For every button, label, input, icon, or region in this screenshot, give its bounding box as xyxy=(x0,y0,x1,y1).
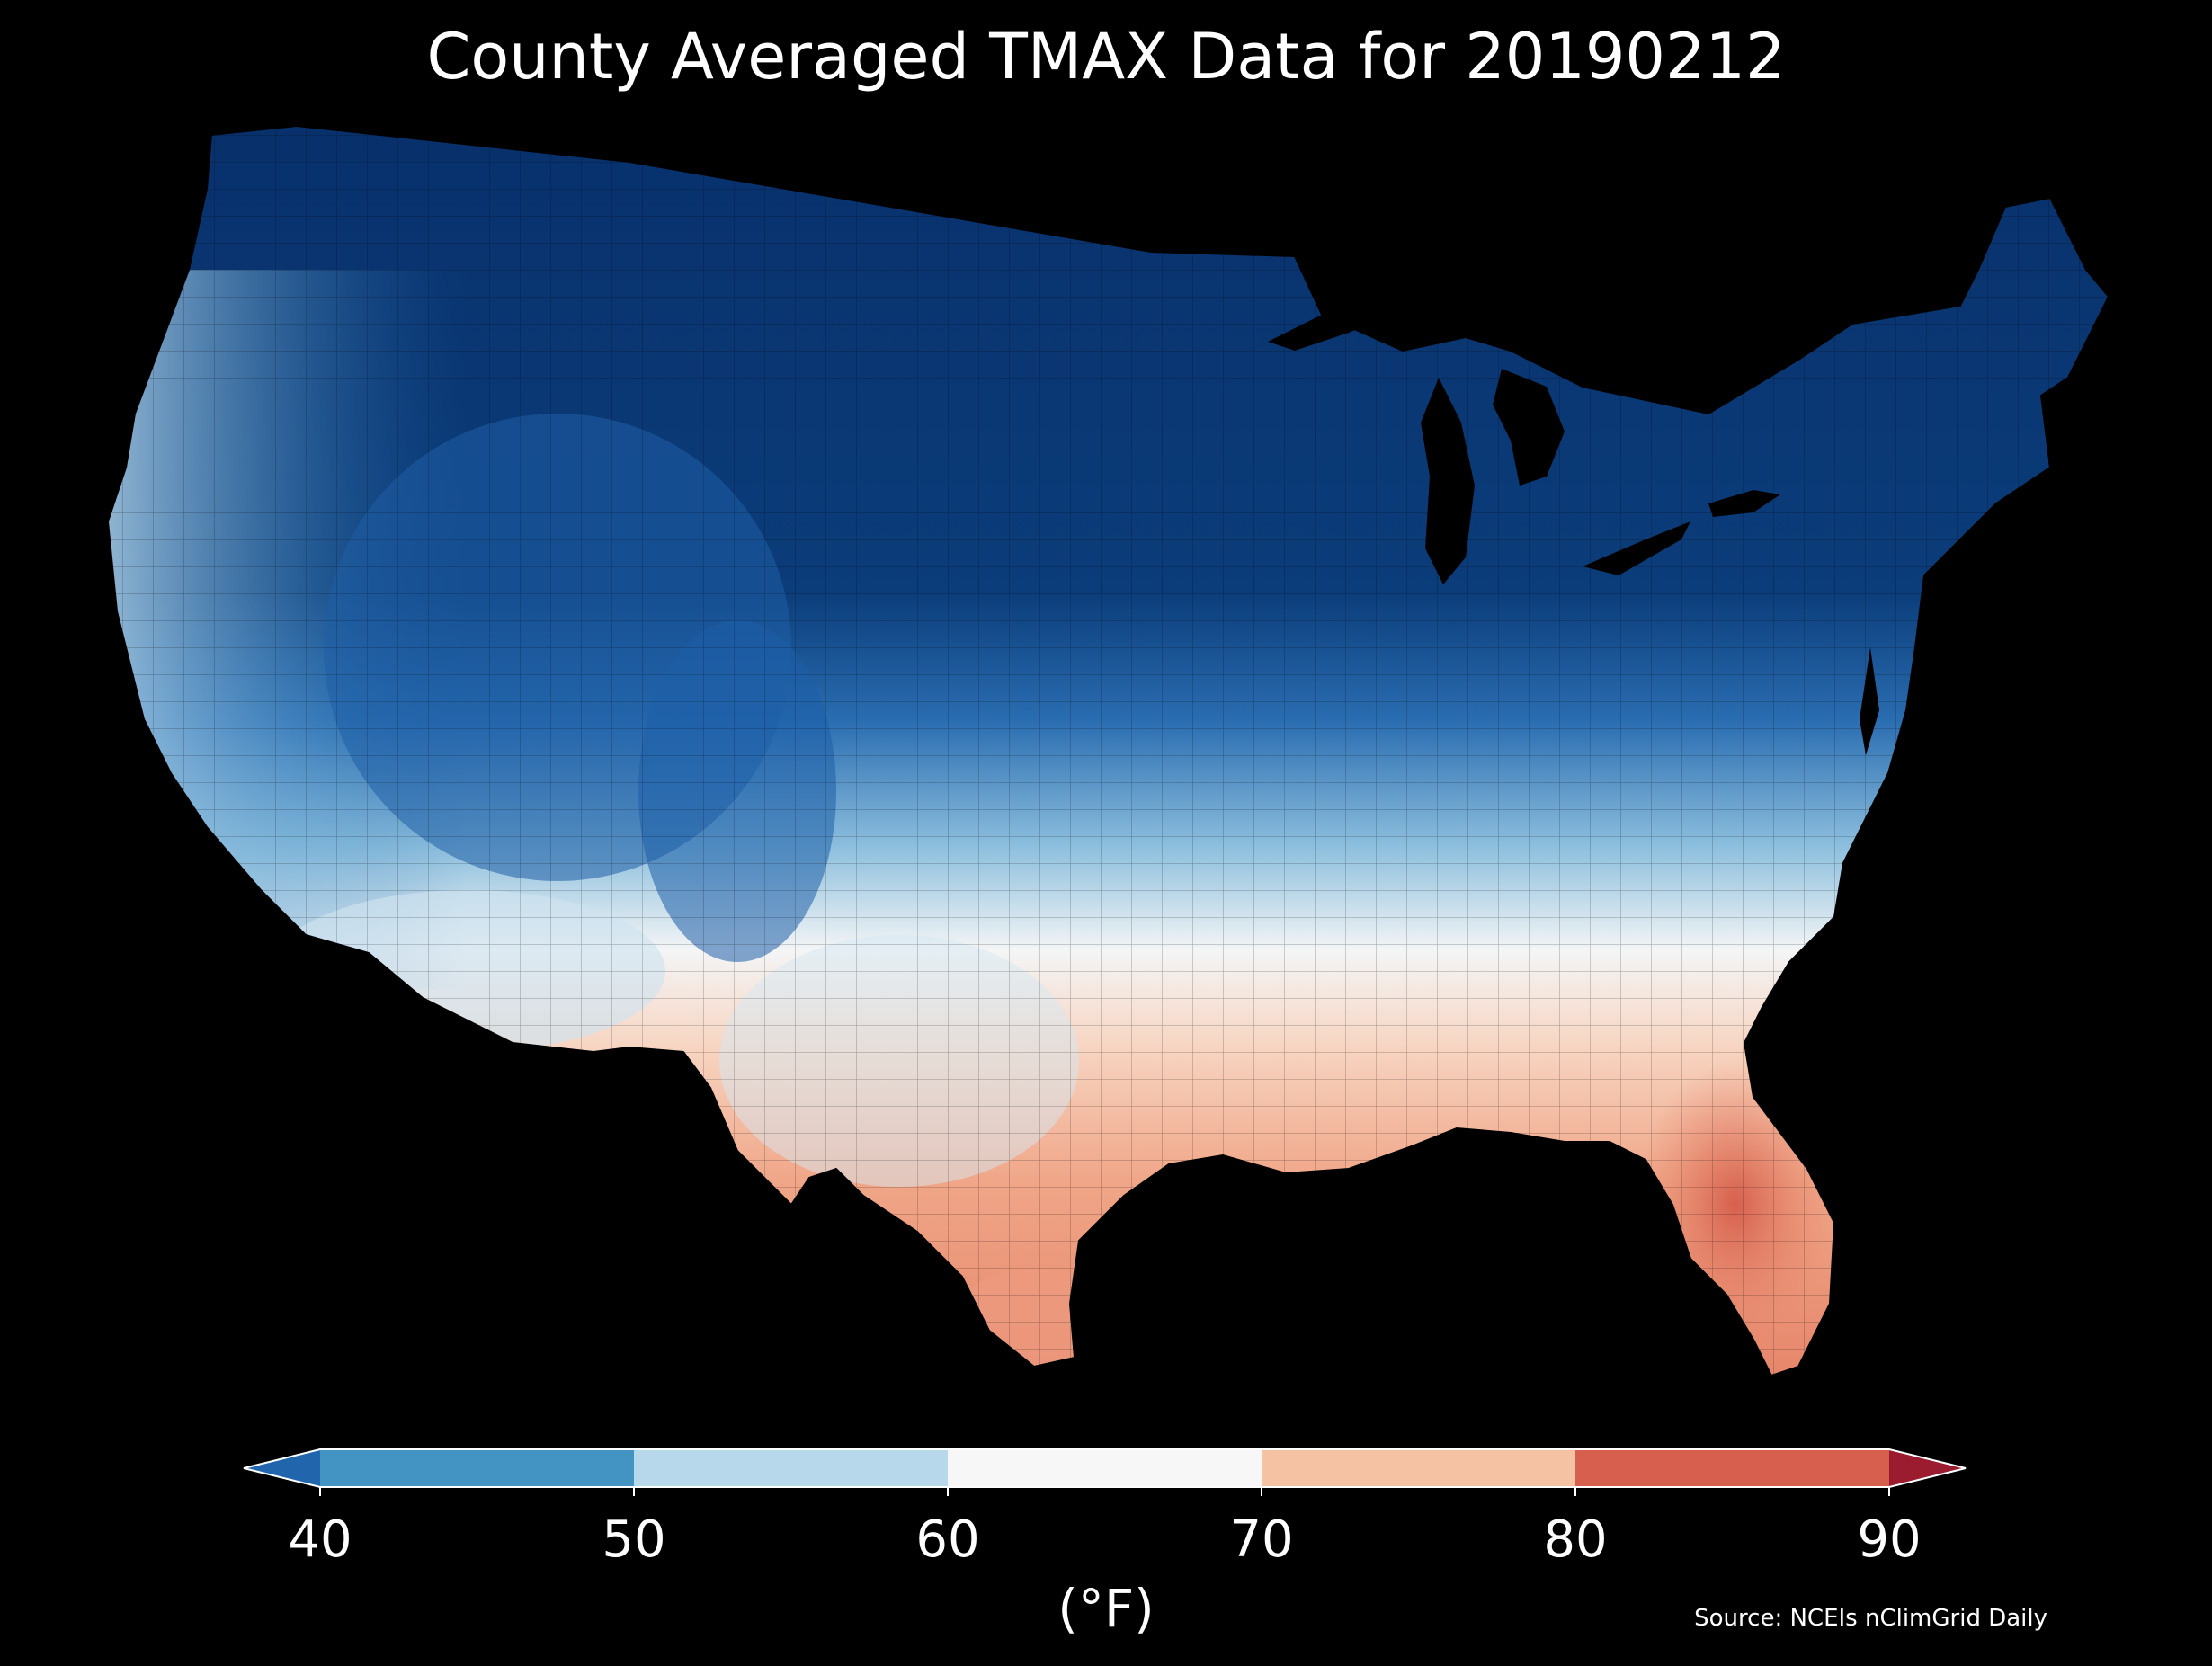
lake-huron xyxy=(1493,369,1565,486)
county-boundaries xyxy=(108,126,2109,1376)
source-note: Source: NCEIs nClimGrid Daily xyxy=(1694,1605,2047,1632)
colorbar-extend-low xyxy=(244,1449,320,1487)
colorbar-unit-label: (°F) xyxy=(1057,1578,1155,1639)
colorbar xyxy=(243,1448,1967,1496)
colorbar-extend-high xyxy=(1889,1449,1966,1487)
lake-superior xyxy=(1268,279,1430,351)
colorbar-tick-label: 80 xyxy=(1543,1510,1608,1569)
colorbar-segment xyxy=(320,1449,634,1487)
colorbar-tick-label: 60 xyxy=(915,1510,980,1569)
colorbar-tick-label: 70 xyxy=(1229,1510,1294,1569)
us-outline xyxy=(106,124,2110,1377)
lake-erie xyxy=(1583,521,1690,575)
colorbar-segment xyxy=(634,1449,948,1487)
colorbar-segment xyxy=(1575,1449,1889,1487)
colorbar-tick-label: 90 xyxy=(1857,1510,1922,1569)
colorbar-tick-label: 50 xyxy=(602,1510,666,1569)
colorbar-segment xyxy=(948,1449,1262,1487)
colorbar-segment xyxy=(1262,1449,1575,1487)
lake-ontario xyxy=(1708,490,1780,517)
colorbar-tick-label: 40 xyxy=(288,1510,352,1569)
us-county-map xyxy=(108,126,2109,1376)
page-title: County Averaged TMAX Data for 20190212 xyxy=(426,20,1786,94)
chesapeake-bay xyxy=(1860,647,1879,755)
lake-michigan xyxy=(1421,378,1475,584)
